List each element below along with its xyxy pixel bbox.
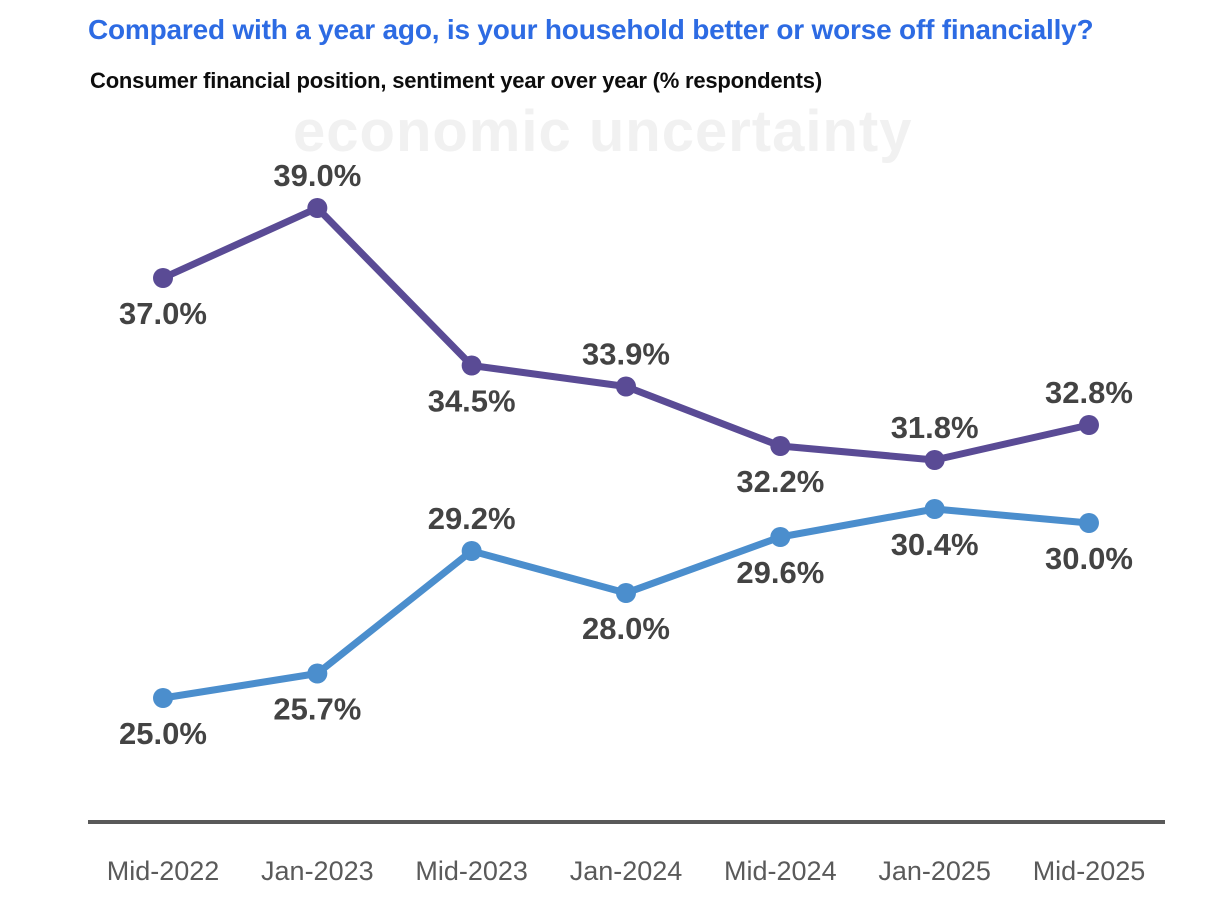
blue-line-data-label: 25.0% xyxy=(119,716,207,751)
purple-line-point xyxy=(461,355,482,376)
x-axis-label: Jan-2024 xyxy=(570,856,683,886)
blue-line-data-label: 30.4% xyxy=(891,527,979,562)
purple-line-point xyxy=(153,268,173,288)
blue-line-point xyxy=(615,583,636,603)
chart-title: Compared with a year ago, is your househ… xyxy=(88,14,1094,45)
blue-line-data-label: 30.0% xyxy=(1045,541,1133,576)
x-axis-label: Mid-2025 xyxy=(1033,856,1146,886)
purple-line-data-label: 34.5% xyxy=(428,384,516,419)
blue-line-point xyxy=(153,688,173,708)
purple-line-data-label: 31.8% xyxy=(891,410,979,445)
x-axis-label: Jan-2023 xyxy=(261,856,374,886)
purple-line-data-label: 32.2% xyxy=(736,464,824,499)
blue-line-point xyxy=(770,527,791,547)
x-axis-label: Mid-2023 xyxy=(415,856,528,886)
purple-line-point xyxy=(770,436,791,456)
purple-line-data-label: 33.9% xyxy=(582,337,670,372)
blue-line-data-label: 28.0% xyxy=(582,611,670,646)
x-axis-label: Mid-2022 xyxy=(107,856,220,886)
blue-line-point xyxy=(307,663,328,684)
blue-line-data-label: 25.7% xyxy=(273,692,361,727)
x-axis-label: Mid-2024 xyxy=(724,856,837,886)
ghost-watermark-text: economic uncertainty xyxy=(293,99,913,164)
purple-line-point xyxy=(307,198,328,218)
blue-line-point xyxy=(461,541,482,561)
purple-line-point xyxy=(1078,415,1099,435)
purple-line-point xyxy=(615,376,636,397)
purple-line-point xyxy=(924,450,945,470)
purple-line-data-label: 37.0% xyxy=(119,296,207,331)
purple-line-data-label: 32.8% xyxy=(1045,375,1133,410)
blue-line-data-label: 29.2% xyxy=(428,501,516,536)
blue-line-point xyxy=(1078,513,1099,533)
blue-line-point xyxy=(924,499,945,519)
purple-line-data-label: 39.0% xyxy=(273,158,361,193)
blue-line-data-label: 29.6% xyxy=(736,555,824,590)
x-axis-label: Jan-2025 xyxy=(878,856,991,886)
chart-subtitle: Consumer financial position, sentiment y… xyxy=(90,68,822,93)
